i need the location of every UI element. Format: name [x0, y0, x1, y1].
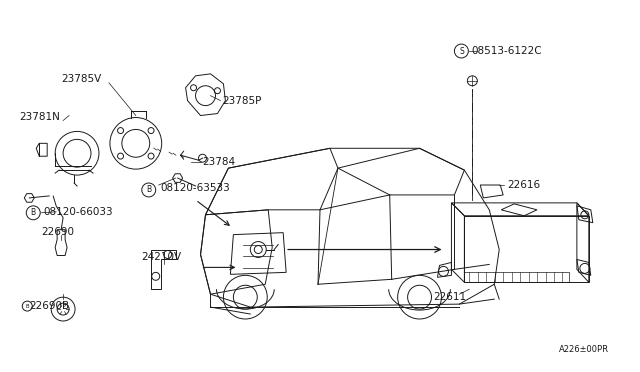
Text: A226±00PR: A226±00PR — [559, 345, 609, 354]
Text: 08513-6122C: 08513-6122C — [471, 46, 542, 56]
Text: S: S — [459, 46, 464, 55]
Text: 22690: 22690 — [41, 227, 74, 237]
Text: 23784: 23784 — [202, 157, 236, 167]
Text: 23785V: 23785V — [61, 74, 101, 84]
Text: B: B — [31, 208, 36, 217]
Text: 08120-63533: 08120-63533 — [161, 183, 230, 193]
Text: 08120-66033: 08120-66033 — [44, 207, 113, 217]
Text: 22611: 22611 — [433, 292, 467, 302]
Text: B: B — [26, 304, 29, 309]
Text: 23785P: 23785P — [223, 96, 262, 106]
Text: 23781N: 23781N — [19, 112, 60, 122]
Text: 22690B: 22690B — [29, 301, 69, 311]
Text: 24210V: 24210V — [141, 253, 181, 263]
Text: B: B — [146, 186, 151, 195]
Text: 22616: 22616 — [507, 180, 540, 190]
